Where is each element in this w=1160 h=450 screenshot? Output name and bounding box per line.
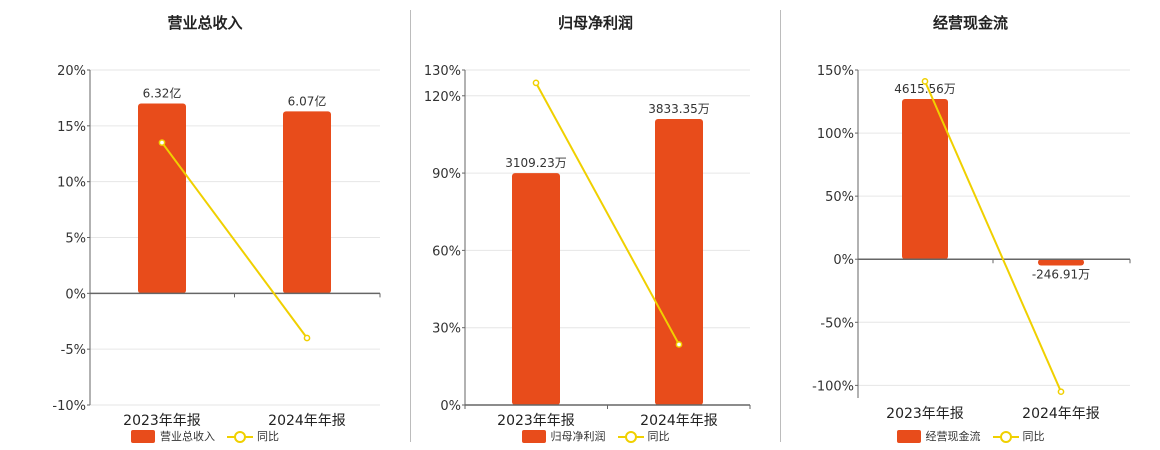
y-tick-label: 150% [817, 64, 854, 79]
bar[interactable] [138, 103, 186, 294]
yoy-line [924, 80, 1062, 393]
legend-line-swatch [617, 430, 644, 443]
y-tick-label: 0% [833, 253, 854, 268]
yoy-point[interactable] [303, 334, 311, 342]
yoy-point[interactable] [1057, 388, 1065, 396]
y-tick-label: -5% [61, 343, 86, 358]
y-tick-label: 50% [825, 190, 854, 205]
chart-cash-flow-svg: 150% 100% 50% 0% -50% -100% 4615.56万 -246.91万 20… [812, 64, 1131, 422]
chart-net-profit-svg: 130% 120% 90% 60% 30% 0% 3109.23万 3833.35万 2023年… [424, 64, 751, 429]
legend-item-line[interactable]: 同比 [227, 428, 279, 444]
bar[interactable] [283, 111, 331, 294]
y-tick-label: 0% [65, 287, 86, 302]
y-tick-label: 90% [432, 167, 461, 182]
chart-panel-net-profit: 归母净利润 130% 120% 90% 60% 30% 0% 3109.23万 3833.35… [411, 0, 780, 450]
legend-line-swatch [992, 430, 1019, 443]
chart-title: 营业总收入 [167, 14, 243, 32]
y-tick-label: 20% [57, 64, 86, 79]
y-tick-label: -100% [812, 379, 854, 394]
y-tick-label: 0% [440, 399, 461, 414]
y-tick-label: 100% [817, 127, 854, 142]
chart-legend: 经营现金流 同比 [781, 428, 1160, 444]
legend-line-label: 同比 [1022, 430, 1045, 443]
bar-data-label: -246.91万 [1032, 268, 1090, 282]
chart-legend: 营业总收入 同比 [0, 428, 410, 444]
panel-divider [410, 10, 411, 442]
x-tick-label: 2024年年报 [1022, 406, 1100, 422]
legend-item-line[interactable]: 同比 [617, 428, 670, 444]
x-tick-label: 2023年年报 [886, 406, 964, 422]
legend-bar-swatch [131, 429, 155, 443]
bar[interactable] [902, 99, 948, 260]
chart-title: 经营现金流 [932, 14, 1008, 32]
bar-data-label: 6.07亿 [288, 93, 327, 108]
yoy-line [161, 141, 308, 339]
x-tick-label: 2024年年报 [640, 413, 718, 429]
y-tick-label: 15% [57, 120, 86, 135]
chart-legend: 归母净利润 同比 [411, 428, 780, 444]
yoy-point[interactable] [675, 341, 683, 348]
x-tick-label: 2024年年报 [268, 413, 346, 429]
y-tick-label: 60% [432, 244, 461, 259]
y-tick-label: 120% [424, 90, 461, 105]
chart-title: 归母净利润 [557, 14, 633, 32]
bar-data-label: 3833.35万 [648, 102, 710, 116]
legend-bar-swatch [896, 429, 921, 443]
yoy-line [535, 82, 680, 345]
legend-bar-label: 归母净利润 [550, 430, 606, 443]
bar-data-label: 3109.23万 [505, 156, 567, 170]
legend-item-line[interactable]: 同比 [992, 428, 1045, 444]
legend-item-bar[interactable]: 营业总收入 [131, 428, 215, 444]
legend-bar-label: 经营现金流 [925, 430, 981, 443]
y-tick-label: -50% [820, 316, 854, 331]
y-tick-label: 10% [57, 176, 86, 191]
chart-panel-cash-flow: 经营现金流 150% 100% 50% 0% -50% -100% 4615.56万 -246… [781, 0, 1160, 450]
bar[interactable] [1038, 259, 1084, 266]
y-tick-label: -10% [52, 399, 86, 414]
x-tick-label: 2023年年报 [123, 413, 201, 429]
x-tick-label: 2023年年报 [497, 413, 575, 429]
yoy-point[interactable] [532, 79, 540, 87]
y-tick-label: 130% [424, 64, 461, 79]
bar-data-label: 4615.56万 [894, 82, 956, 96]
panel-divider [780, 10, 781, 442]
legend-item-bar[interactable]: 归母净利润 [521, 428, 606, 444]
legend-line-swatch [227, 430, 253, 443]
y-tick-label: 30% [432, 322, 461, 337]
legend-bar-swatch [521, 429, 546, 443]
yoy-point[interactable] [921, 78, 929, 85]
legend-line-label: 同比 [257, 430, 279, 443]
legend-item-bar[interactable]: 经营现金流 [896, 428, 981, 444]
bar-data-label: 6.32亿 [143, 86, 182, 101]
bar[interactable] [655, 118, 703, 405]
chart-revenue-svg: 20% 15% 10% 5% 0% -5% -10% 6.32亿 6.07亿 2023年年报 202… [52, 64, 381, 429]
chart-panel-revenue: 营业总收入 20% 15% 10% 5% 0% -5% -10% 6.32亿 6.07亿 2023… [0, 0, 410, 450]
legend-line-label: 同比 [647, 430, 670, 443]
y-tick-label: 5% [65, 232, 86, 247]
legend-bar-label: 营业总收入 [160, 430, 215, 443]
bar[interactable] [512, 173, 560, 405]
yoy-point[interactable] [158, 139, 166, 146]
